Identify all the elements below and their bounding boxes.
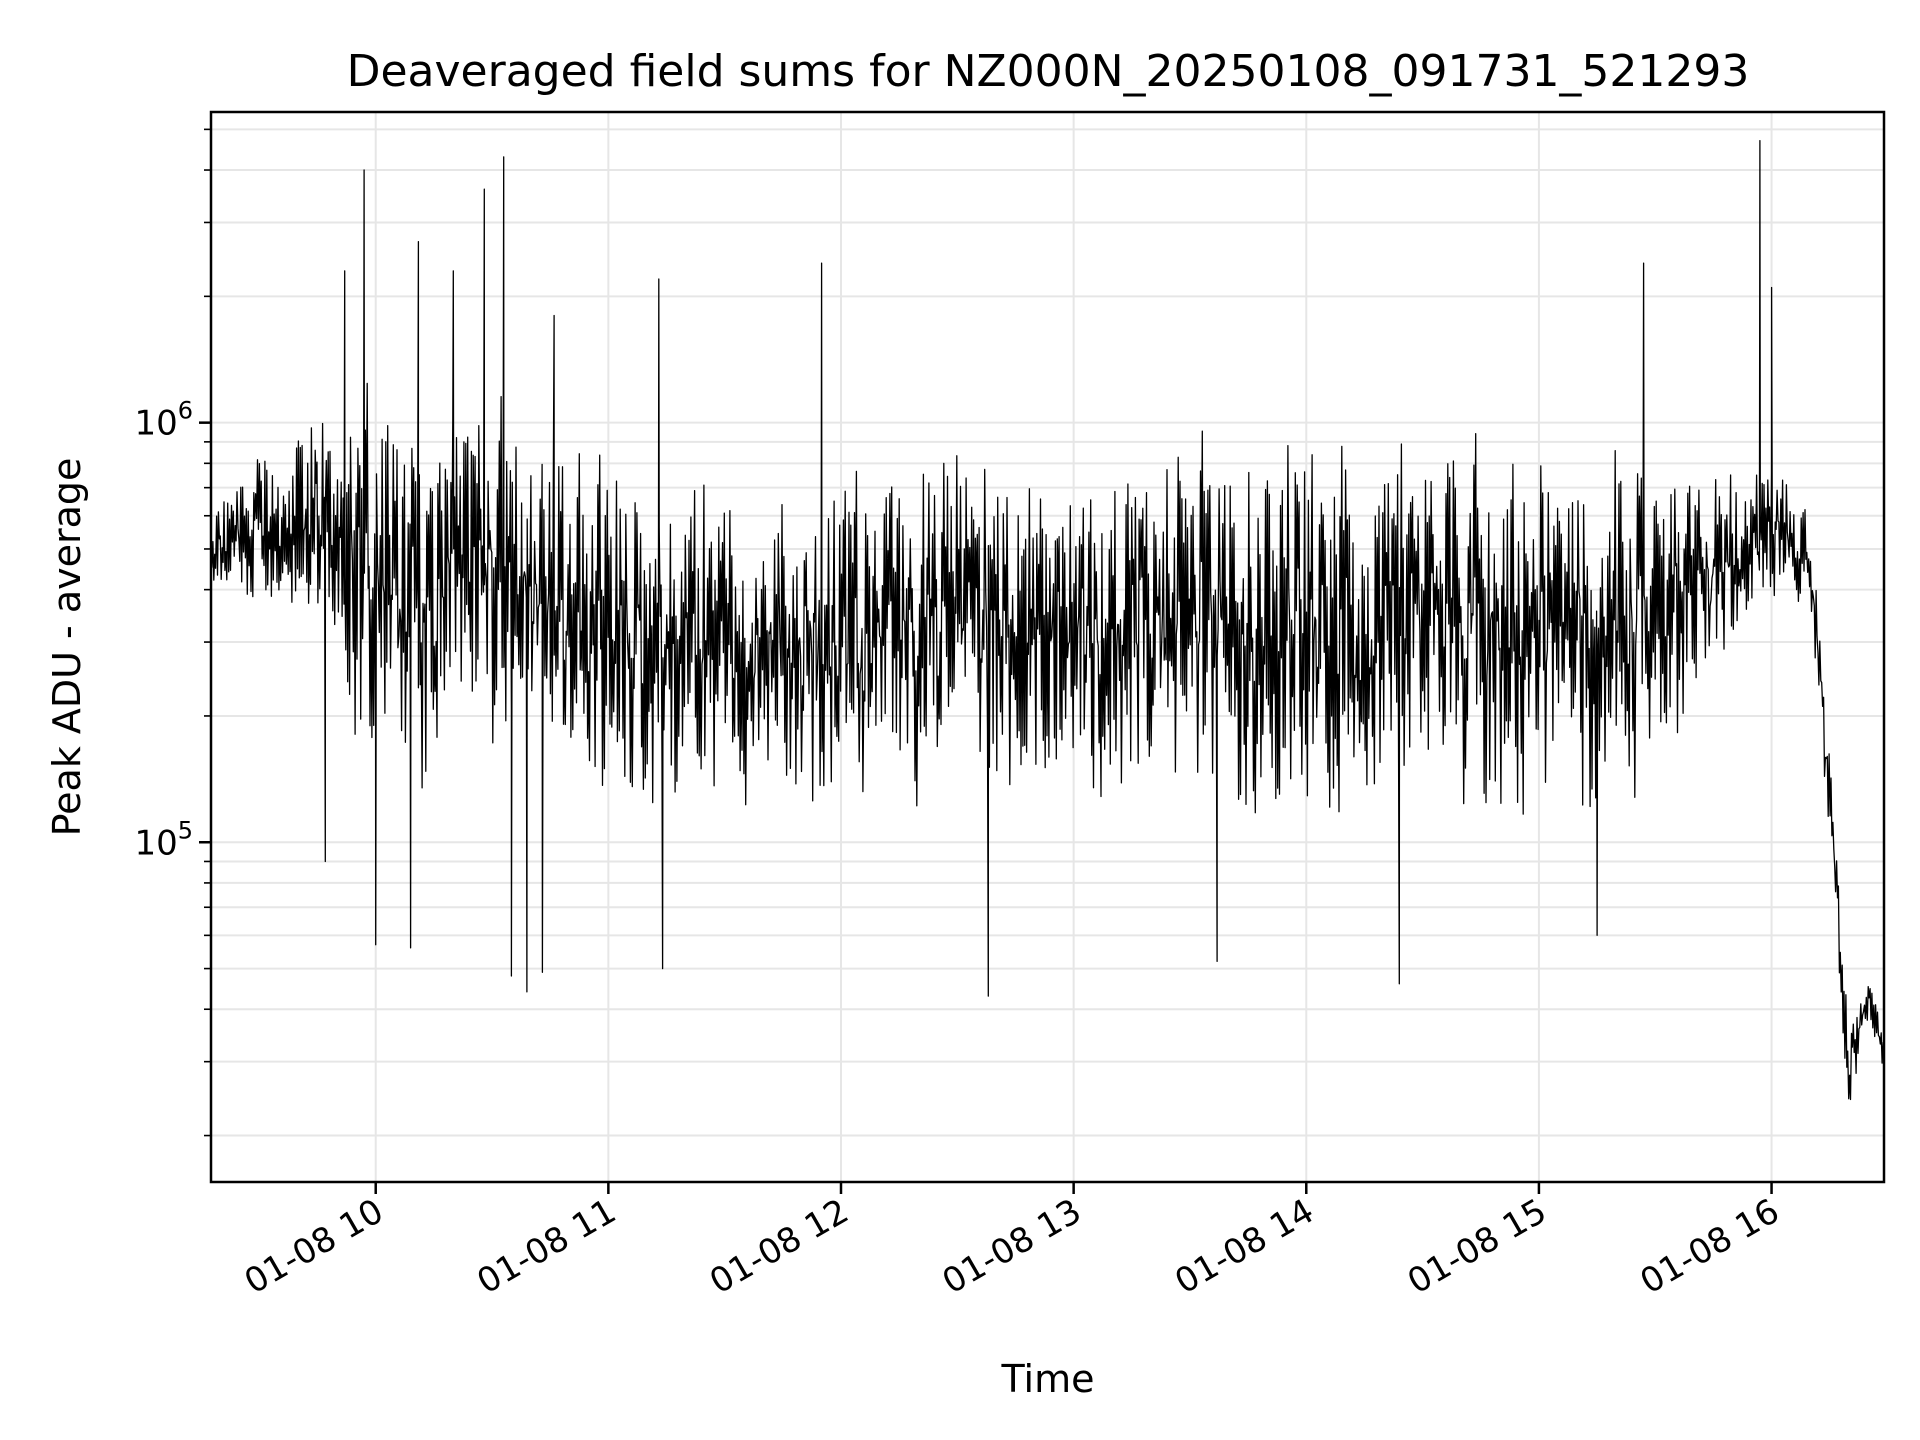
y-tick-label: 105 (134, 816, 193, 863)
y-tick-label-base: 10 (134, 823, 177, 863)
y-tick-label-exponent: 5 (178, 816, 193, 844)
x-tick-label: 01-08 11 (470, 1191, 622, 1302)
x-axis-label: Time (1001, 1357, 1095, 1401)
x-tick-label: 01-08 12 (703, 1191, 855, 1302)
x-axis: 01-08 10 01-08 11 01-08 12 01-08 13 01-08 14… (238, 1182, 1786, 1302)
series-layer (210, 139, 1885, 1101)
y-tick-label-exponent: 6 (178, 397, 193, 425)
x-tick-label: 01-08 16 (1634, 1191, 1786, 1302)
series-line (210, 139, 1885, 1101)
y-tick-label-base: 10 (134, 404, 177, 444)
x-tick-label: 01-08 13 (936, 1191, 1088, 1302)
x-tick-label: 01-08 15 (1401, 1191, 1553, 1302)
y-axis-label: Peak ADU - average (45, 458, 89, 837)
plot-frame (209, 110, 1886, 1184)
x-tick-label: 01-08 14 (1168, 1191, 1320, 1302)
x-tick-label: 01-08 10 (238, 1191, 390, 1302)
y-tick-label: 106 (134, 397, 193, 444)
chart-title: Deaveraged field sums for NZ000N_2025010… (347, 46, 1750, 97)
